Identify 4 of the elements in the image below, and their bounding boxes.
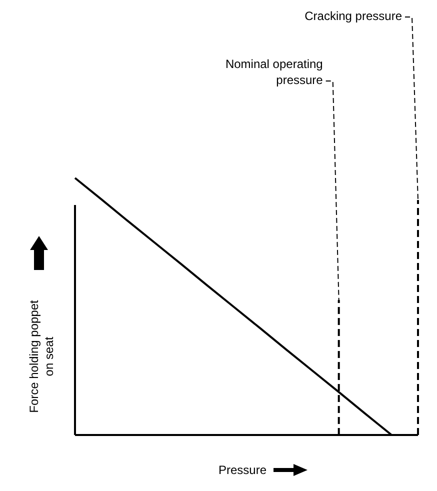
text: Cracking pressure — [304, 9, 402, 23]
text: Nominal operating pressure — [225, 57, 324, 87]
y-axis-title: Force holding poppet on seat — [27, 299, 56, 413]
x-axis-title: Pressure — [218, 463, 267, 477]
